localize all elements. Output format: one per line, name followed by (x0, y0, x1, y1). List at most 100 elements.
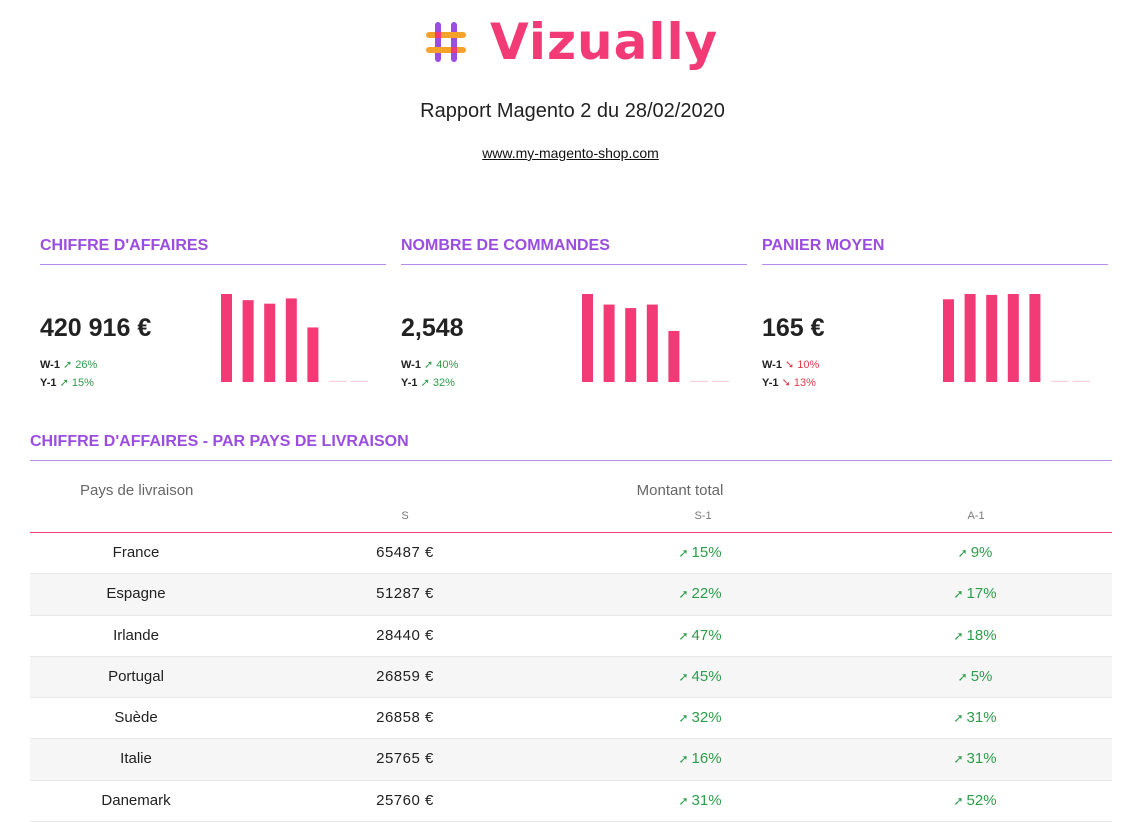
country-cell: Italie (120, 750, 152, 768)
chart-bar (242, 300, 254, 382)
kpi-year-label: Y-1 (762, 377, 779, 389)
chart-bar (1072, 380, 1090, 382)
kpi-year-comparison: Y-1 ➚ 15% (40, 376, 94, 389)
chart-bar (964, 294, 976, 382)
kpi-value: 2,548 (401, 314, 464, 342)
country-cell: France (112, 544, 160, 561)
kpi-year-delta: ➘ 13% (782, 377, 816, 389)
table-row: Portugal 26859 € ➚ 45% ➚ 5% (30, 656, 1112, 699)
amount-cell: 26858 € (376, 709, 434, 727)
trend-up-icon: ➚ (678, 546, 689, 560)
trend-up-icon: ➚ (678, 752, 689, 767)
kpi-year-comparison: Y-1 ➚ 32% (401, 376, 455, 389)
kpi-week-label: W-1 (401, 359, 421, 371)
kpi-title: CHIFFRE D'AFFAIRES (40, 232, 386, 265)
report-header: Vizually Rapport Magento 2 du 28/02/2020… (0, 0, 1145, 180)
year-change-cell: ➚ 18% (925, 616, 1025, 656)
year-change-cell: ➚ 5% (925, 657, 1025, 697)
chart-bar (603, 304, 615, 382)
week-change-cell: ➚ 15% (650, 533, 750, 573)
country-cell: Suède (114, 709, 158, 727)
chart-bar (943, 299, 954, 382)
kpi-week-delta-value: 40% (436, 359, 459, 371)
kpi-year-delta-value: 15% (71, 377, 94, 389)
column-header-country: Pays de livraison (80, 482, 194, 499)
week-change-value: 22% (691, 585, 722, 603)
kpi-week-delta: ➚ 40% (424, 359, 458, 371)
kpi-year-delta: ➚ 15% (60, 377, 94, 389)
country-cell: Danemark (101, 791, 171, 809)
country-cell: Portugal (108, 667, 164, 685)
table-row: Italie 25765 € ➚ 16% ➚ 31% (30, 739, 1112, 781)
kpi-week-comparison: W-1 ➘ 10% (762, 358, 819, 371)
chart-bar (711, 380, 729, 382)
amount-cell: 25760 € (376, 791, 434, 809)
column-header-total: Montant total (636, 482, 724, 499)
trend-up-icon: ➚ (957, 669, 968, 684)
week-change-value: 16% (691, 750, 722, 768)
amount-cell: 26859 € (376, 667, 434, 685)
amount-cell: 25765 € (376, 750, 434, 768)
kpi-year-label: Y-1 (401, 377, 418, 389)
trend-up-icon: ➚ (953, 711, 964, 726)
kpi-week-comparison: W-1 ➚ 26% (40, 358, 97, 371)
report-title: Rapport Magento 2 du 28/02/2020 (420, 100, 725, 122)
kpi-week-delta-value: 10% (797, 359, 820, 371)
week-change-cell: ➚ 45% (650, 657, 750, 697)
kpi-week-delta-value: 26% (75, 359, 98, 371)
trend-down-icon: ➘ (781, 377, 791, 389)
amount-cell: 51287 € (376, 585, 434, 603)
table-body: France 65487 € ➚ 15% ➚ 9% Espagne 51287 € ➚ 22% ➚ 1… (30, 533, 1112, 822)
vizually-logo: Vizually (424, 14, 718, 70)
kpi-year-delta-value: 13% (793, 377, 816, 389)
trend-up-icon: ➚ (59, 377, 69, 389)
kpi-year-comparison: Y-1 ➘ 13% (762, 376, 816, 389)
kpi-bar-chart (943, 294, 1090, 382)
year-change-value: 52% (966, 791, 997, 809)
trend-up-icon: ➚ (953, 752, 964, 767)
week-change-cell: ➚ 32% (650, 698, 750, 738)
week-change-value: 32% (691, 709, 722, 727)
logo-text: Vizually (490, 13, 719, 71)
chart-bar (221, 294, 232, 382)
chart-bar (690, 380, 708, 382)
trend-up-icon: ➚ (678, 669, 689, 684)
chart-bar (350, 380, 368, 382)
table-row: Espagne 51287 € ➚ 22% ➚ 17% (30, 574, 1112, 616)
amount-cell: 65487 € (376, 544, 434, 561)
trend-up-icon: ➚ (424, 359, 434, 371)
year-change-value: 18% (966, 626, 997, 644)
table-row: Danemark 25760 € ➚ 31% ➚ 52% (30, 781, 1112, 822)
year-change-value: 9% (970, 544, 993, 561)
chart-bar (1007, 294, 1019, 382)
kpi-week-label: W-1 (762, 359, 782, 371)
kpi-title: PANIER MOYEN (762, 232, 1108, 265)
year-change-value: 17% (966, 585, 997, 603)
trend-up-icon: ➚ (678, 793, 689, 808)
kpi-bar-chart (582, 294, 729, 382)
year-change-value: 5% (970, 667, 993, 685)
kpi-week-delta: ➘ 10% (785, 359, 819, 371)
trend-up-icon: ➚ (678, 711, 689, 726)
chart-bar (285, 298, 297, 382)
year-change-cell: ➚ 31% (925, 698, 1025, 738)
country-cell: Irlande (113, 626, 159, 644)
year-change-cell: ➚ 17% (925, 574, 1025, 614)
chart-bar (329, 380, 347, 382)
kpi-year-delta-value: 32% (432, 377, 455, 389)
chart-bar (582, 294, 593, 382)
week-change-cell: ➚ 31% (650, 781, 750, 821)
year-change-value: 31% (966, 709, 997, 727)
trend-up-icon: ➚ (63, 359, 73, 371)
trend-up-icon: ➚ (678, 628, 689, 643)
site-link[interactable]: www.my-magento-shop.com (482, 145, 659, 161)
trend-down-icon: ➘ (785, 359, 795, 371)
week-change-cell: ➚ 16% (650, 739, 750, 779)
week-change-value: 47% (691, 626, 722, 644)
kpi-value: 165 € (762, 314, 825, 342)
vizually-hash-logo-icon (426, 22, 466, 62)
year-change-value: 31% (966, 750, 997, 768)
kpi-year-delta: ➚ 32% (421, 377, 455, 389)
week-change-value: 15% (691, 544, 722, 561)
kpi-year-label: Y-1 (40, 377, 57, 389)
